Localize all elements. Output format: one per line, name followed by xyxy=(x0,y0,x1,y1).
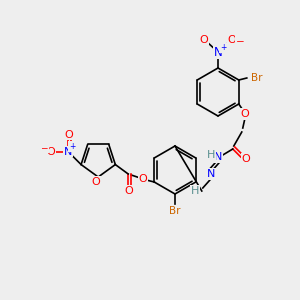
Text: N: N xyxy=(64,147,72,157)
Text: O: O xyxy=(139,174,148,184)
Text: Br: Br xyxy=(251,73,262,83)
Text: O: O xyxy=(228,35,236,45)
Text: O: O xyxy=(125,186,134,196)
Text: −: − xyxy=(40,143,48,152)
Text: H: H xyxy=(207,150,215,160)
Text: O: O xyxy=(92,177,100,187)
Text: N: N xyxy=(207,169,215,179)
Text: Br: Br xyxy=(169,206,181,216)
Text: N: N xyxy=(214,46,222,59)
Text: O: O xyxy=(240,109,249,119)
Text: O: O xyxy=(200,35,208,45)
Text: +: + xyxy=(220,44,226,52)
Text: N: N xyxy=(214,152,222,162)
Text: −: − xyxy=(236,37,244,47)
Text: O: O xyxy=(242,154,250,164)
Text: O: O xyxy=(65,130,74,140)
Text: +: + xyxy=(69,142,75,151)
Text: H: H xyxy=(190,186,199,196)
Text: O: O xyxy=(47,147,56,157)
